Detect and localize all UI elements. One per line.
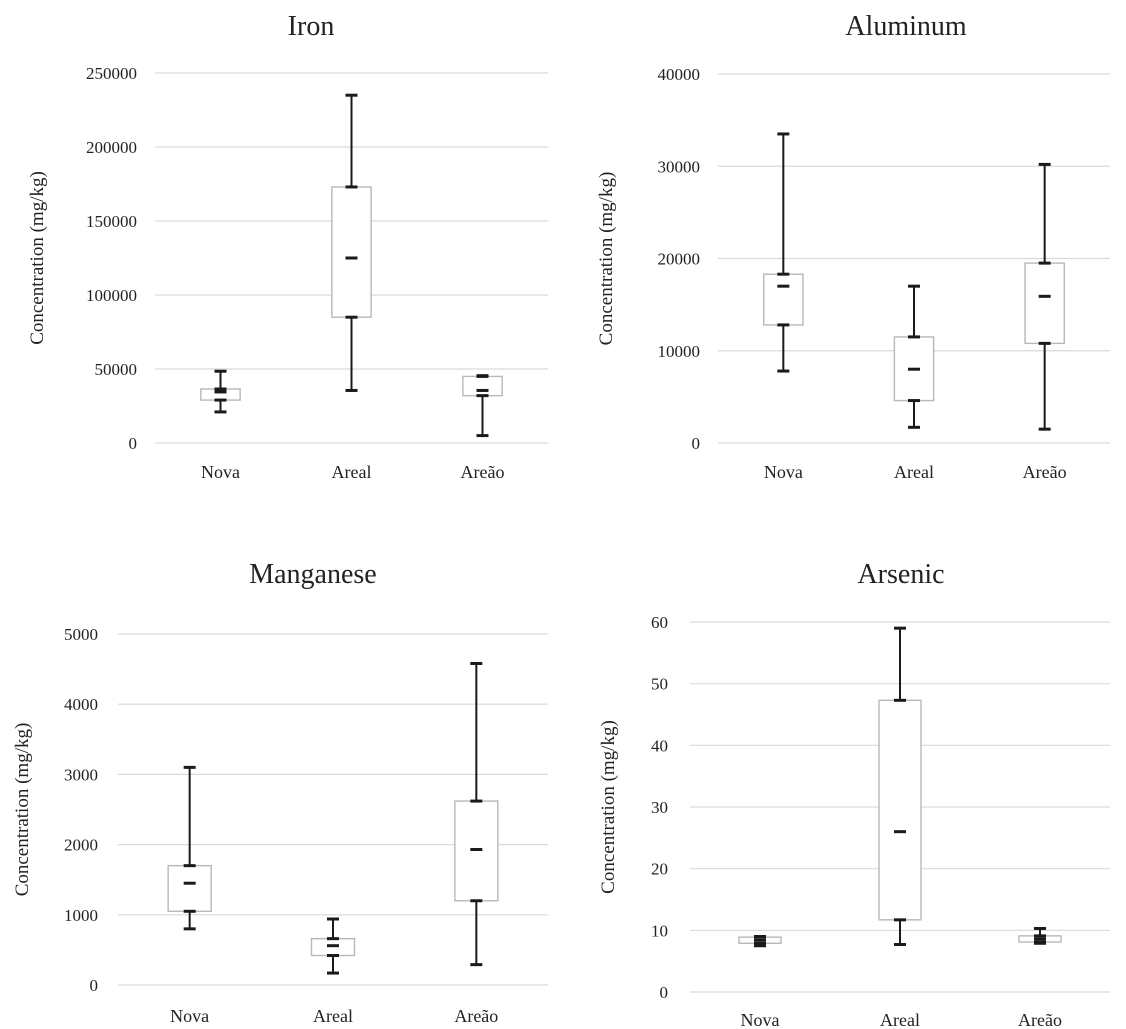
- x-category-label: Areal: [313, 1006, 353, 1026]
- y-tick-label: 0: [692, 434, 701, 453]
- y-tick-label: 10: [651, 921, 668, 940]
- iqr-box: [332, 187, 371, 317]
- iqr-box: [168, 866, 211, 912]
- chart-manganese: Manganese Concentration (mg/kg) 0 1000 2000 3…: [12, 559, 548, 1026]
- chart-iron: Iron Concentration (mg/kg) 0 50000 100000 150…: [27, 11, 548, 482]
- chart-title: Aluminum: [845, 11, 967, 42]
- x-category-label: Nova: [170, 1006, 209, 1026]
- y-tick-label: 4000: [64, 695, 98, 714]
- iqr-box: [463, 376, 502, 395]
- y-tick-label: 0: [90, 976, 99, 995]
- chart-title: Iron: [288, 11, 335, 42]
- iqr-box: [879, 700, 921, 920]
- box-nova: [764, 134, 803, 371]
- y-tick-label: 10000: [658, 342, 701, 361]
- x-category-label: Areal: [880, 1010, 920, 1029]
- y-tick-label: 30000: [658, 157, 701, 176]
- y-tick-label: 150000: [86, 212, 137, 231]
- y-axis-label: Concentration (mg/kg): [598, 720, 619, 894]
- chart-title: Manganese: [249, 559, 377, 590]
- y-tick-label: 40: [651, 736, 668, 755]
- iqr-box: [764, 274, 803, 325]
- x-category-label: Nova: [201, 462, 240, 482]
- box-areão: [1025, 164, 1064, 429]
- iqr-box: [1025, 263, 1064, 343]
- y-tick-label: 3000: [64, 765, 98, 784]
- x-category-label: Areal: [894, 462, 934, 482]
- y-tick-label: 200000: [86, 138, 137, 157]
- y-tick-label: 20: [651, 860, 668, 879]
- box-areal: [332, 95, 371, 390]
- chart-title: Arsenic: [857, 559, 944, 590]
- y-tick-label: 20000: [658, 250, 701, 269]
- box-nova: [201, 371, 240, 412]
- y-tick-label: 1000: [64, 906, 98, 925]
- y-tick-label: 250000: [86, 64, 137, 83]
- box-areal: [312, 919, 355, 973]
- y-axis-label: Concentration (mg/kg): [27, 171, 48, 345]
- y-tick-label: 2000: [64, 836, 98, 855]
- box-areal: [879, 628, 921, 944]
- x-category-label: Areão: [1018, 1010, 1062, 1029]
- y-tick-label: 50000: [95, 360, 138, 379]
- chart-aluminum: Aluminum Concentration (mg/kg) 0 10000 20000…: [596, 11, 1110, 482]
- y-tick-label: 60: [651, 613, 668, 632]
- y-tick-label: 30: [651, 798, 668, 817]
- box-areão: [463, 376, 502, 436]
- x-category-label: Nova: [741, 1010, 780, 1029]
- y-axis-label: Concentration (mg/kg): [596, 172, 617, 346]
- box-areal: [894, 286, 933, 427]
- y-tick-label: 5000: [64, 625, 98, 644]
- box-areão: [455, 663, 498, 964]
- y-tick-label: 0: [660, 983, 669, 1002]
- x-category-label: Nova: [764, 462, 803, 482]
- y-tick-label: 50: [651, 675, 668, 694]
- y-tick-label: 100000: [86, 286, 137, 305]
- box-nova: [739, 937, 781, 946]
- x-category-label: Areão: [454, 1006, 498, 1026]
- x-category-label: Areal: [332, 462, 372, 482]
- y-axis-label: Concentration (mg/kg): [12, 723, 33, 897]
- chart-arsenic: Arsenic Concentration (mg/kg) 0 10 20 30 40 50 6…: [598, 559, 1110, 1029]
- y-tick-label: 40000: [658, 65, 701, 84]
- box-nova: [168, 767, 211, 928]
- x-category-label: Areão: [1023, 462, 1067, 482]
- x-category-label: Areão: [461, 462, 505, 482]
- y-tick-label: 0: [129, 434, 138, 453]
